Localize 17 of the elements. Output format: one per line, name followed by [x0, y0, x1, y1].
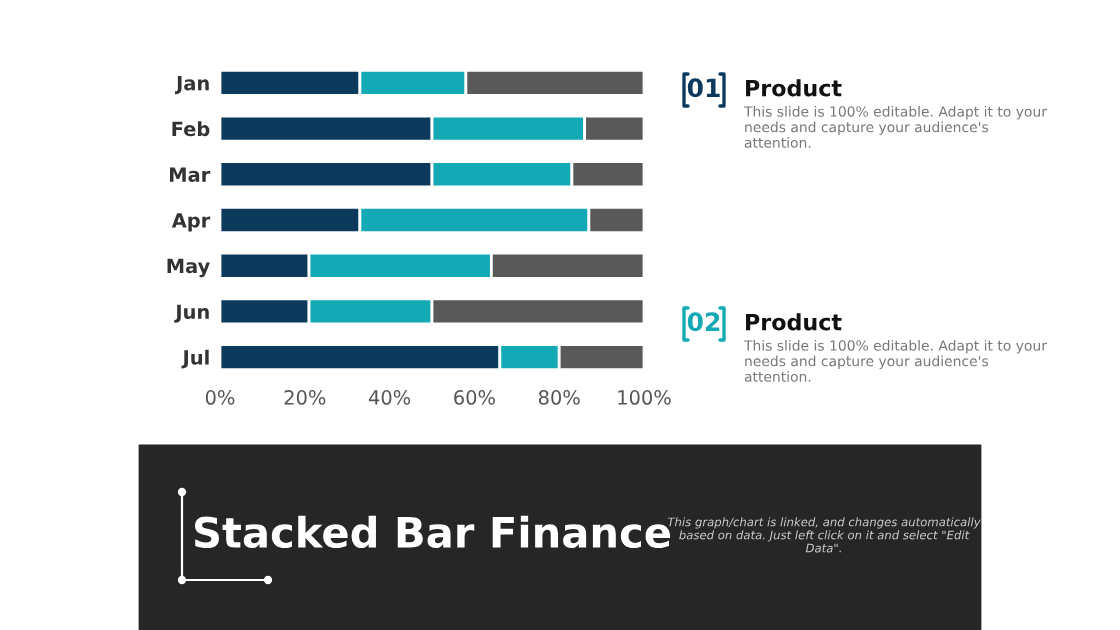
text: 02	[687, 312, 720, 332]
x-tick-label: 80%	[538, 390, 580, 405]
text: Product	[746, 313, 842, 331]
x-tick-label: 20%	[284, 390, 326, 405]
x-tick-label: 40%	[368, 390, 411, 405]
y-tick-label: Jun	[174, 304, 209, 323]
x-tick-label: 100%	[618, 390, 671, 405]
x-tick-label: 60%	[454, 390, 495, 405]
y-tick-label: May	[167, 258, 210, 278]
y-tick-label: Mar	[170, 167, 211, 182]
text: Product	[746, 79, 842, 97]
x-tick-label: 0%	[205, 390, 235, 405]
y-tick-label: Feb	[172, 121, 210, 137]
y-tick-label: Jul	[181, 349, 209, 369]
y-tick-label: Apr	[171, 213, 211, 232]
y-tick-label: Jan	[174, 76, 209, 95]
text: 01	[687, 78, 720, 98]
